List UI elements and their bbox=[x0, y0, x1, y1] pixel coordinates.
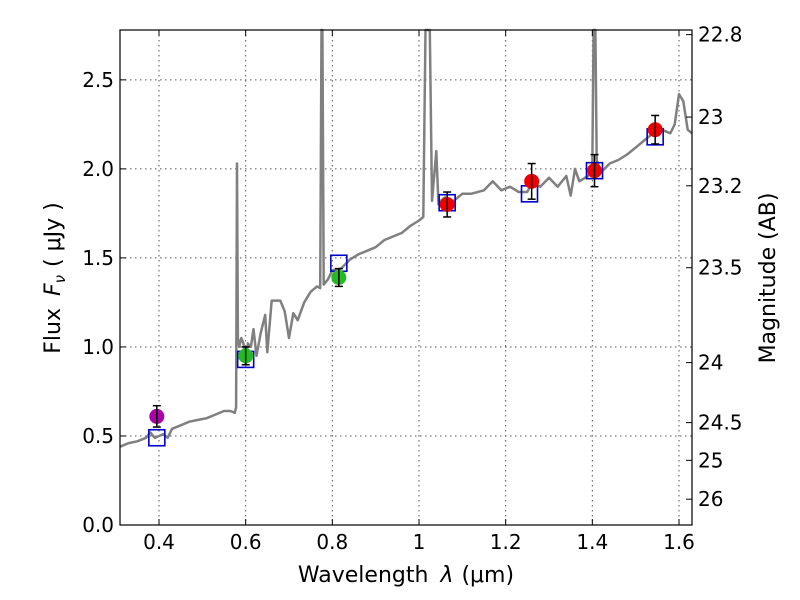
y2-tick-label: 22.8 bbox=[698, 23, 743, 47]
x-axis-title: Wavelength λ (μm) bbox=[298, 563, 514, 588]
x-tick-label: 1.2 bbox=[490, 530, 522, 554]
y-tick-label: 1.0 bbox=[82, 335, 114, 359]
x-tick-label: 1 bbox=[413, 530, 426, 554]
y2-tick-label: 23.5 bbox=[698, 256, 743, 280]
model-photometry-square bbox=[148, 428, 166, 447]
y-tick-label: 2.5 bbox=[82, 68, 114, 92]
x-axis-title-symbol: λ bbox=[439, 563, 453, 588]
x-tick-label: 0.6 bbox=[230, 530, 262, 554]
y-axis-title-symbol: F bbox=[41, 283, 66, 296]
x-tick-label: 1.4 bbox=[576, 530, 608, 554]
spectrum-line bbox=[119, 28, 693, 448]
y-axis-title-text: Flux bbox=[41, 308, 66, 354]
x-axis-title-text: Wavelength bbox=[298, 563, 429, 588]
y-axis-title: Flux Fν ( μJy ) bbox=[41, 202, 69, 353]
y-tick-label: 0.5 bbox=[82, 424, 114, 448]
y-tick-label: 0.0 bbox=[82, 513, 114, 537]
y-axis-title-unit: ( μJy ) bbox=[41, 202, 66, 267]
plot-frame bbox=[119, 29, 693, 526]
x-tick-label: 0.8 bbox=[316, 530, 348, 554]
y2-tick-label: 26 bbox=[698, 487, 723, 511]
y2-axis-title: Magnitude (AB) bbox=[756, 193, 781, 364]
y2-tick-label: 24.5 bbox=[698, 411, 743, 435]
y2-tick-label: 23.2 bbox=[698, 174, 743, 198]
x-axis-title-unit: (μm) bbox=[461, 563, 514, 588]
y-tick-label: 2.0 bbox=[82, 157, 114, 181]
x-tick-label: 0.4 bbox=[143, 530, 175, 554]
y-tick-label: 1.5 bbox=[82, 246, 114, 270]
points-layer bbox=[148, 114, 664, 447]
spectrum-layer bbox=[119, 28, 693, 448]
y2-tick-label: 24 bbox=[698, 351, 723, 375]
y2-tick-label: 25 bbox=[698, 448, 723, 472]
y2-tick-label: 23 bbox=[698, 105, 723, 129]
y-axis-title-subscript: ν bbox=[51, 275, 69, 283]
ticks: 0.4 0.6 0.8 1 1.2 1.4 1.6 0.0 0.5 1.0 1.5 2.0 2.5 22.… bbox=[82, 23, 742, 554]
x-tick-label: 1.6 bbox=[663, 530, 695, 554]
